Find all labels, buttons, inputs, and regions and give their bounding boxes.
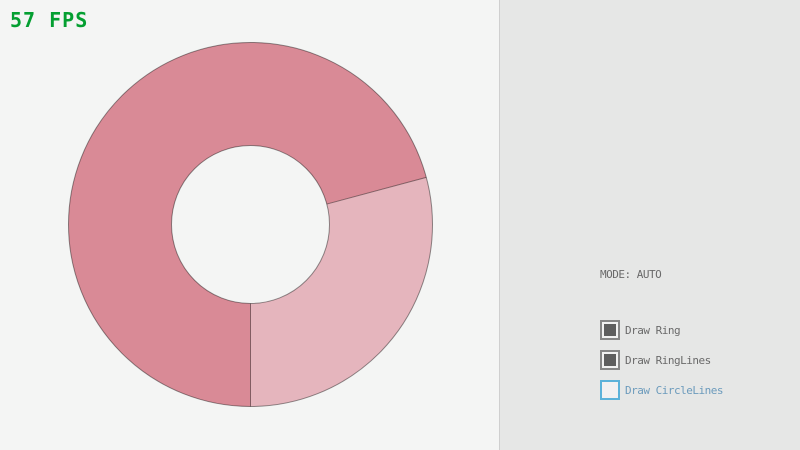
fps-counter: 57 FPS: [10, 8, 89, 32]
draw-ringlines-checkbox[interactable]: [600, 350, 620, 370]
checkbox-check-icon: [604, 354, 616, 366]
draw-circlelines-checkbox-label: Draw CircleLines: [625, 384, 723, 397]
ring-chart: [68, 42, 433, 407]
draw-ringlines-checkbox-row: Draw RingLines: [600, 350, 800, 370]
draw-ringlines-checkbox-label: Draw RingLines: [625, 354, 711, 367]
control-panel: StartAngle -255.00 EndAngle 360.00 Inner…: [499, 0, 800, 450]
draw-ring-checkbox-label: Draw Ring: [625, 324, 681, 337]
draw-circlelines-checkbox-row: Draw CircleLines: [600, 380, 800, 400]
checkbox-check-icon: [604, 324, 616, 336]
segments-mode-label: MODE: AUTO: [600, 268, 662, 281]
draw-ring-checkbox[interactable]: [600, 320, 620, 340]
draw-circlelines-checkbox[interactable]: [600, 380, 620, 400]
draw-ring-checkbox-row: Draw Ring: [600, 320, 800, 340]
